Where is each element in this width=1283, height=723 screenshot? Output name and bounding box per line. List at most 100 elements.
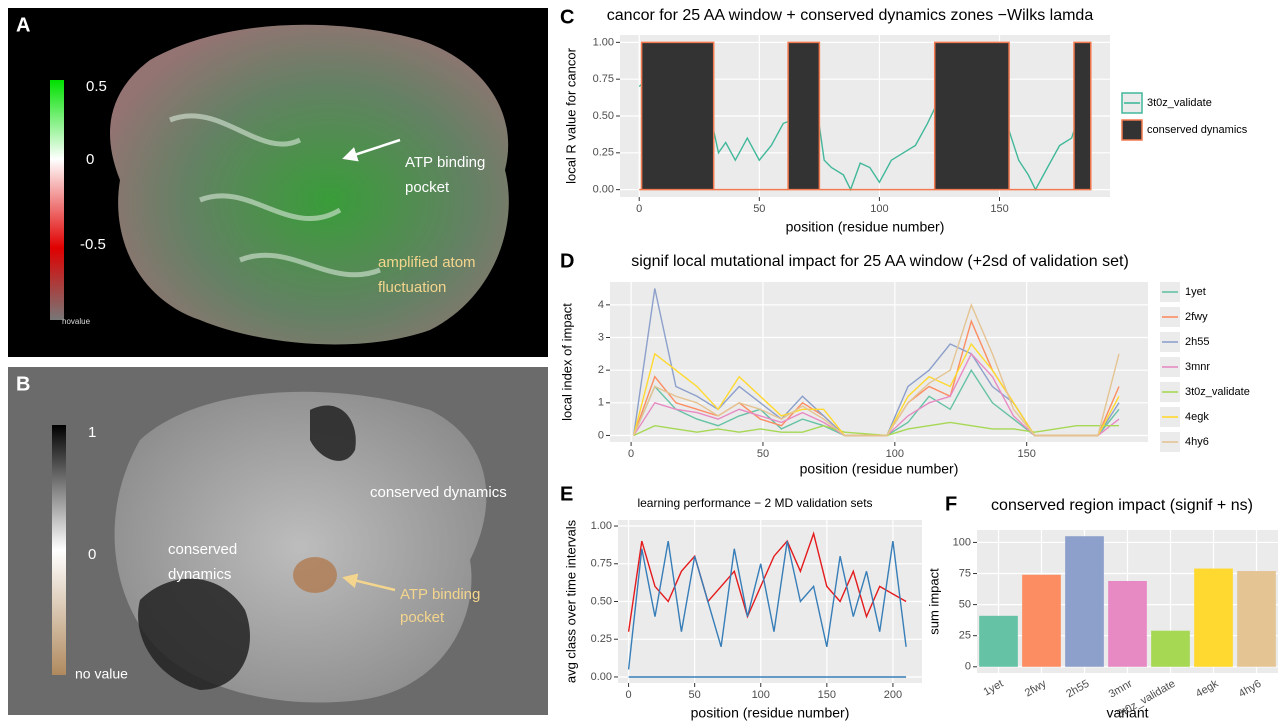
scale-label: -0.5 xyxy=(80,236,106,253)
y-tick-label: 0.75 xyxy=(591,558,612,570)
scale-label: 0 xyxy=(88,546,96,563)
y-tick-label: 25 xyxy=(959,630,971,642)
y-tick-label: 1.00 xyxy=(591,520,612,532)
x-tick-label: 50 xyxy=(757,448,769,460)
x-axis-label: position (residue number) xyxy=(691,705,850,721)
x-tick-label: 150 xyxy=(818,689,836,701)
y-tick-label: 0.25 xyxy=(591,633,612,645)
bar xyxy=(1065,536,1104,667)
y-axis-label: sum impact xyxy=(926,568,941,635)
panel-letter: C xyxy=(560,6,574,28)
x-tick-label: 0 xyxy=(636,203,642,215)
conserved-region xyxy=(138,578,250,690)
x-tick-label: 100 xyxy=(752,689,770,701)
x-axis-label: variant xyxy=(1106,705,1148,721)
scale-label: 1 xyxy=(88,424,96,441)
annotation: conserved xyxy=(168,541,237,558)
x-tick-label: 150 xyxy=(990,203,1008,215)
annotation: pocket xyxy=(400,609,445,626)
x-tick-label: 4hy6 xyxy=(1237,678,1264,700)
y-tick-label: 0 xyxy=(598,429,604,441)
y-axis-label: avg class over time intervals xyxy=(563,519,578,683)
legend-label: 4egk xyxy=(1185,411,1209,423)
pocket xyxy=(293,557,337,593)
annotation: dynamics xyxy=(168,566,231,583)
chart-title: learning performance − 2 MD validation s… xyxy=(637,496,872,510)
line xyxy=(627,540,907,670)
panel-letter: E xyxy=(560,483,573,505)
x-tick-label: 2h55 xyxy=(1064,678,1091,701)
annotation: ATP binding xyxy=(405,154,485,171)
y-tick-label: 1 xyxy=(598,397,604,409)
legend-label: 2h55 xyxy=(1185,336,1209,348)
y-axis-label: local index of impact xyxy=(559,303,574,421)
y-tick-label: 50 xyxy=(959,599,971,611)
x-tick-label: 4egk xyxy=(1194,677,1221,700)
scale-label: no value xyxy=(75,666,128,682)
legend-key xyxy=(1121,119,1143,141)
y-tick-label: 3 xyxy=(598,331,604,343)
legend-label: 3mnr xyxy=(1185,361,1210,373)
panel-letter: B xyxy=(16,373,30,395)
panel-letter: A xyxy=(16,14,30,36)
y-tick-label: 75 xyxy=(959,567,971,579)
plot-background xyxy=(610,282,1148,442)
y-tick-label: 0 xyxy=(965,661,971,673)
x-tick-label: 100 xyxy=(886,448,904,460)
y-axis-label: local R value for cancor xyxy=(563,47,578,184)
y-tick-label: 0.50 xyxy=(593,110,614,122)
x-tick-label: 100 xyxy=(870,203,888,215)
y-tick-label: 0.50 xyxy=(591,595,612,607)
conserved-region xyxy=(310,405,356,461)
y-tick-label: 4 xyxy=(598,299,604,311)
y-tick-label: 2 xyxy=(598,364,604,376)
panel-letter: D xyxy=(560,250,574,272)
y-tick-label: 0.00 xyxy=(591,671,612,683)
legend-label: 4hy6 xyxy=(1185,436,1209,448)
legend-label: 3t0z_validate xyxy=(1185,386,1250,398)
line xyxy=(638,75,1092,192)
bar xyxy=(1237,571,1276,667)
chart-title: conserved region impact (signif + ns) xyxy=(991,497,1253,514)
legend-label: 2fwy xyxy=(1185,311,1208,323)
arrow xyxy=(342,573,396,592)
panel-b: B 1 0 no value conserved dynamics ATP bi… xyxy=(8,367,548,715)
x-tick-label: 1yet xyxy=(981,678,1005,699)
bar xyxy=(1151,630,1190,667)
x-tick-label: 3mnr xyxy=(1107,678,1135,701)
bar xyxy=(1108,580,1147,667)
x-tick-label: 200 xyxy=(884,689,902,701)
arrow xyxy=(342,138,401,162)
chart-title: signif local mutational impact for 25 AA… xyxy=(631,253,1129,270)
y-tick-label: 0.25 xyxy=(593,147,614,159)
scale-label: 0.5 xyxy=(86,78,107,95)
ribbon xyxy=(169,113,381,278)
annotation: conserved dynamics xyxy=(370,484,507,501)
x-tick-label: 50 xyxy=(689,689,701,701)
bar xyxy=(1022,574,1061,667)
area xyxy=(639,41,1092,191)
x-axis-label: position (residue number) xyxy=(800,461,959,477)
panel-letter: F xyxy=(945,493,957,515)
y-tick-label: 0.75 xyxy=(593,73,614,85)
x-tick-label: 0 xyxy=(628,448,634,460)
annotation: pocket xyxy=(405,179,450,196)
scale-label: novalue xyxy=(62,317,91,326)
panel-a: A 0.5 0 -0.5 novalue ATP binding pocket … xyxy=(8,8,548,357)
annotation: ATP binding xyxy=(400,586,480,603)
legend-label: conserved dynamics xyxy=(1147,124,1248,136)
color-scale xyxy=(52,425,66,675)
y-tick-label: 0.00 xyxy=(593,184,614,196)
scale-label: 0 xyxy=(86,151,94,168)
line xyxy=(633,302,1120,437)
bar xyxy=(1194,568,1233,667)
y-tick-label: 1.00 xyxy=(593,36,614,48)
bar xyxy=(979,615,1018,667)
protein-surface xyxy=(110,24,509,345)
x-tick-label: 50 xyxy=(753,203,765,215)
annotation: fluctuation xyxy=(378,279,446,296)
